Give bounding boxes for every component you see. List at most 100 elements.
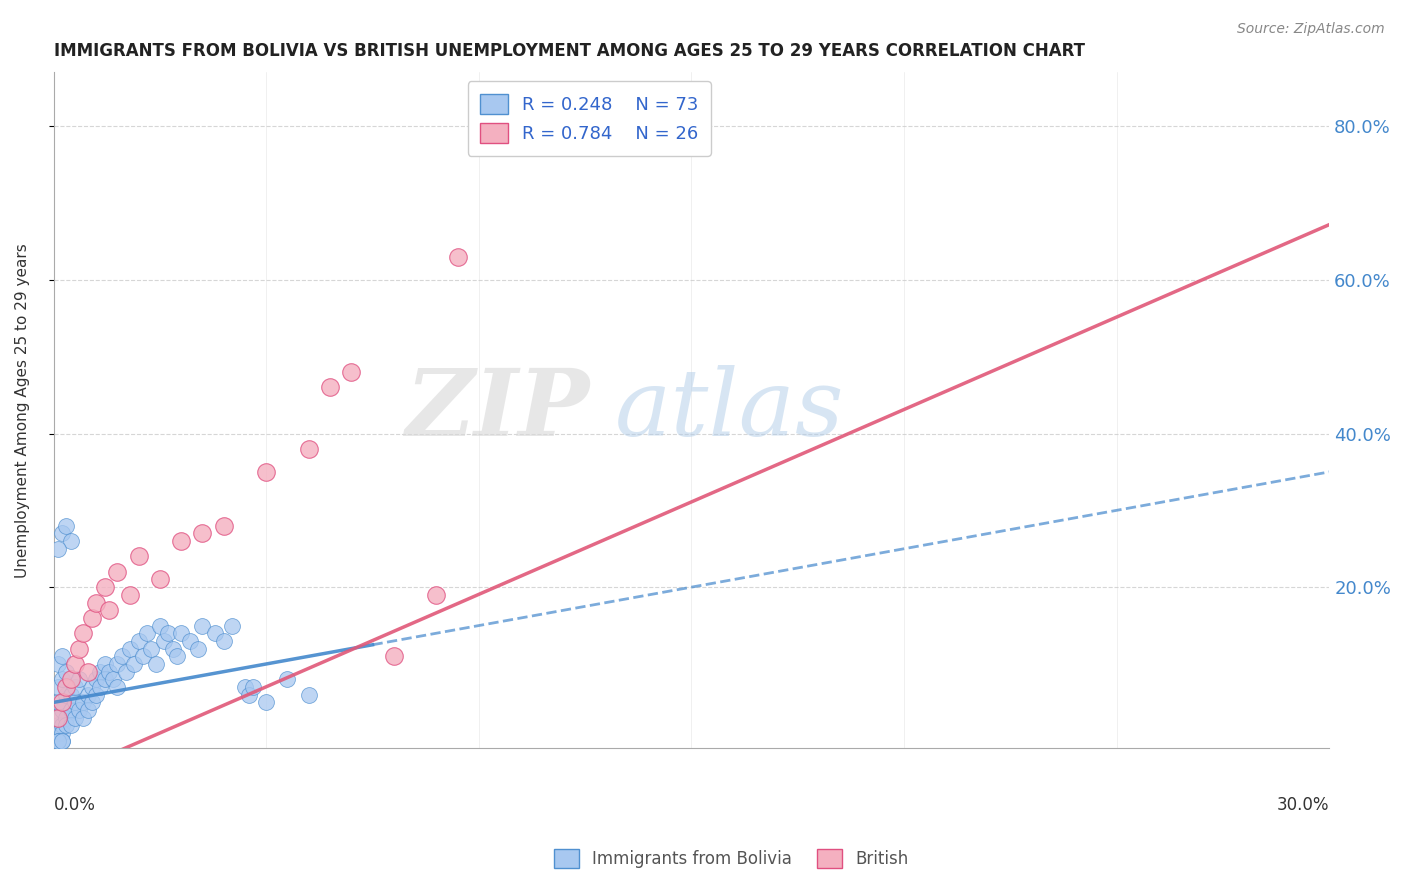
Point <box>170 626 193 640</box>
Point <box>55 711 77 725</box>
Point <box>46 718 69 732</box>
Point <box>89 665 111 679</box>
Point <box>51 733 73 747</box>
Point <box>149 573 172 587</box>
Point <box>67 703 90 717</box>
Point <box>238 688 260 702</box>
Point <box>51 703 73 717</box>
Point <box>67 641 90 656</box>
Point <box>145 657 167 671</box>
Y-axis label: Unemployment Among Ages 25 to 29 years: Unemployment Among Ages 25 to 29 years <box>15 244 30 578</box>
Point <box>80 695 103 709</box>
Point <box>63 657 86 671</box>
Point <box>179 634 201 648</box>
Text: ZIP: ZIP <box>405 366 589 456</box>
Text: IMMIGRANTS FROM BOLIVIA VS BRITISH UNEMPLOYMENT AMONG AGES 25 TO 29 YEARS CORREL: IMMIGRANTS FROM BOLIVIA VS BRITISH UNEMP… <box>53 42 1084 60</box>
Point <box>105 565 128 579</box>
Point <box>51 726 73 740</box>
Point <box>46 711 69 725</box>
Point <box>120 588 142 602</box>
Point <box>51 718 73 732</box>
Legend: Immigrants from Bolivia, British: Immigrants from Bolivia, British <box>547 843 915 875</box>
Point <box>204 626 226 640</box>
Text: 30.0%: 30.0% <box>1277 796 1329 814</box>
Text: Source: ZipAtlas.com: Source: ZipAtlas.com <box>1237 22 1385 37</box>
Point <box>276 673 298 687</box>
Point <box>72 711 94 725</box>
Point <box>46 541 69 556</box>
Point <box>55 665 77 679</box>
Point <box>382 649 405 664</box>
Point <box>55 680 77 694</box>
Point <box>233 680 256 694</box>
Point <box>46 695 69 709</box>
Point <box>141 641 163 656</box>
Point <box>59 703 82 717</box>
Point <box>153 634 176 648</box>
Point <box>84 673 107 687</box>
Text: atlas: atlas <box>614 366 845 456</box>
Point <box>46 733 69 747</box>
Point <box>187 641 209 656</box>
Legend: R = 0.248    N = 73, R = 0.784    N = 26: R = 0.248 N = 73, R = 0.784 N = 26 <box>468 81 711 155</box>
Point <box>46 711 69 725</box>
Point <box>84 595 107 609</box>
Point <box>63 695 86 709</box>
Point <box>76 703 98 717</box>
Point <box>212 518 235 533</box>
Point <box>319 380 342 394</box>
Point <box>115 665 138 679</box>
Point <box>59 673 82 687</box>
Point <box>128 634 150 648</box>
Point <box>59 534 82 549</box>
Point <box>89 680 111 694</box>
Point <box>101 673 124 687</box>
Point <box>72 626 94 640</box>
Point <box>67 673 90 687</box>
Point <box>55 688 77 702</box>
Point <box>46 657 69 671</box>
Point <box>120 641 142 656</box>
Point <box>149 618 172 632</box>
Point <box>93 580 115 594</box>
Point <box>46 680 69 694</box>
Point <box>93 657 115 671</box>
Point <box>51 673 73 687</box>
Point <box>254 465 277 479</box>
Point <box>72 695 94 709</box>
Point <box>59 688 82 702</box>
Point <box>298 688 321 702</box>
Point <box>51 526 73 541</box>
Point <box>55 518 77 533</box>
Point <box>46 733 69 747</box>
Point <box>84 688 107 702</box>
Point <box>162 641 184 656</box>
Point <box>111 649 134 664</box>
Point <box>298 442 321 456</box>
Point <box>76 688 98 702</box>
Point <box>242 680 264 694</box>
Point <box>124 657 146 671</box>
Point <box>93 673 115 687</box>
Point <box>212 634 235 648</box>
Point <box>446 250 468 264</box>
Point <box>105 657 128 671</box>
Point <box>51 649 73 664</box>
Point <box>80 680 103 694</box>
Point <box>76 665 98 679</box>
Point <box>105 680 128 694</box>
Point <box>80 611 103 625</box>
Point <box>63 680 86 694</box>
Point <box>97 665 120 679</box>
Point <box>221 618 243 632</box>
Point <box>97 603 120 617</box>
Point <box>191 618 214 632</box>
Point <box>132 649 155 664</box>
Point <box>51 695 73 709</box>
Point <box>128 549 150 564</box>
Point <box>425 588 447 602</box>
Point <box>157 626 180 640</box>
Point <box>46 726 69 740</box>
Point <box>340 365 363 379</box>
Point <box>166 649 188 664</box>
